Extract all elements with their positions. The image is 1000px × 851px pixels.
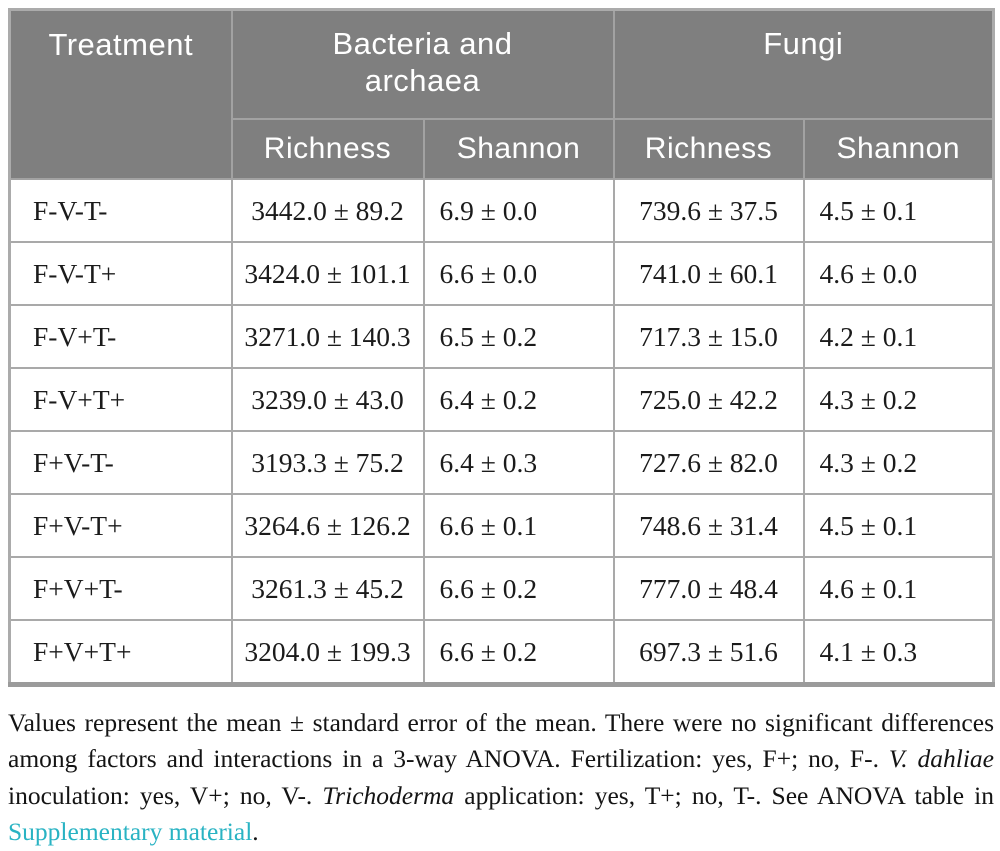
fungi-shannon-cell: 4.1 ± 0.3 bbox=[802, 619, 995, 686]
subheader-fungi-shannon: Shannon bbox=[802, 118, 995, 180]
fungi-richness-cell: 739.6 ± 37.5 bbox=[612, 178, 805, 243]
treatment-cell: F+V-T- bbox=[8, 430, 233, 495]
fungi-shannon-cell: 4.5 ± 0.1 bbox=[802, 493, 995, 558]
bacteria-shannon-cell: 6.6 ± 0.2 bbox=[422, 556, 615, 621]
fungi-shannon-cell: 4.6 ± 0.0 bbox=[802, 241, 995, 306]
bacteria-shannon-cell: 6.6 ± 0.2 bbox=[422, 619, 615, 686]
fungi-shannon-cell: 4.5 ± 0.1 bbox=[802, 178, 995, 243]
footnote-text: inoculation: yes, V+; no, V-. bbox=[8, 780, 323, 810]
bacteria-richness-cell: 3261.3 ± 45.2 bbox=[230, 556, 425, 621]
treatment-diversity-table: Treatment Bacteria and archaea Fungi Ric… bbox=[8, 8, 996, 687]
header-fungi: Fungi bbox=[612, 8, 995, 120]
table-row: F-V-T+ 3424.0 ± 101.1 6.6 ± 0.0 741.0 ± … bbox=[8, 241, 995, 306]
bacteria-richness-cell: 3442.0 ± 89.2 bbox=[230, 178, 425, 243]
fungi-shannon-cell: 4.3 ± 0.2 bbox=[802, 367, 995, 432]
table-row: F-V-T- 3442.0 ± 89.2 6.9 ± 0.0 739.6 ± 3… bbox=[8, 178, 995, 243]
fungi-richness-cell: 748.6 ± 31.4 bbox=[612, 493, 805, 558]
table-row: F+V+T- 3261.3 ± 45.2 6.6 ± 0.2 777.0 ± 4… bbox=[8, 556, 995, 621]
fungi-shannon-cell: 4.3 ± 0.2 bbox=[802, 430, 995, 495]
bacteria-richness-cell: 3271.0 ± 140.3 bbox=[230, 304, 425, 369]
table-row: F-V+T- 3271.0 ± 140.3 6.5 ± 0.2 717.3 ± … bbox=[8, 304, 995, 369]
supplementary-material-link[interactable]: Supplementary material bbox=[8, 817, 253, 847]
fungi-richness-cell: 717.3 ± 15.0 bbox=[612, 304, 805, 369]
treatment-cell: F+V+T- bbox=[8, 556, 233, 621]
fungi-richness-cell: 725.0 ± 42.2 bbox=[612, 367, 805, 432]
footnote-text: Values represent the mean ± standard err… bbox=[8, 708, 994, 774]
fungi-shannon-cell: 4.2 ± 0.1 bbox=[802, 304, 995, 369]
treatment-cell: F-V-T+ bbox=[8, 241, 233, 306]
treatment-cell: F+V-T+ bbox=[8, 493, 233, 558]
footnote-italic-trichoderma: Trichoderma bbox=[322, 780, 455, 810]
header-bacteria-archaea-label: Bacteria and archaea bbox=[332, 26, 513, 99]
bacteria-richness-cell: 3239.0 ± 43.0 bbox=[230, 367, 425, 432]
subheader-bacteria-shannon: Shannon bbox=[422, 118, 615, 180]
header-fungi-label: Fungi bbox=[763, 26, 844, 61]
bacteria-richness-cell: 3204.0 ± 199.3 bbox=[230, 619, 425, 686]
bacteria-richness-cell: 3424.0 ± 101.1 bbox=[230, 241, 425, 306]
table-row: F+V+T+ 3204.0 ± 199.3 6.6 ± 0.2 697.3 ± … bbox=[8, 619, 995, 686]
bacteria-richness-cell: 3193.3 ± 75.2 bbox=[230, 430, 425, 495]
treatment-cell: F-V+T- bbox=[8, 304, 233, 369]
footnote-italic-v-dahliae: V. dahliae bbox=[888, 744, 995, 774]
fungi-richness-cell: 741.0 ± 60.1 bbox=[612, 241, 805, 306]
header-bacteria-archaea: Bacteria and archaea bbox=[230, 8, 615, 120]
table-footnote: Values represent the mean ± standard err… bbox=[8, 705, 994, 851]
footnote-text: . bbox=[252, 817, 259, 847]
table-header: Treatment Bacteria and archaea Fungi Ric… bbox=[8, 8, 995, 180]
fungi-richness-cell: 777.0 ± 48.4 bbox=[612, 556, 805, 621]
footnote-text: application: yes, T+; no, T-. See ANOVA … bbox=[454, 780, 995, 810]
header-treatment: Treatment bbox=[8, 8, 233, 180]
treatment-cell: F-V-T- bbox=[8, 178, 233, 243]
bacteria-richness-cell: 3264.6 ± 126.2 bbox=[230, 493, 425, 558]
subheader-bacteria-richness: Richness bbox=[230, 118, 425, 180]
bacteria-shannon-cell: 6.4 ± 0.3 bbox=[422, 430, 615, 495]
table-body: F-V-T- 3442.0 ± 89.2 6.9 ± 0.0 739.6 ± 3… bbox=[8, 178, 995, 686]
subheader-fungi-richness: Richness bbox=[612, 118, 805, 180]
treatment-cell: F-V+T+ bbox=[8, 367, 233, 432]
fungi-shannon-cell: 4.6 ± 0.1 bbox=[802, 556, 995, 621]
treatment-cell: F+V+T+ bbox=[8, 619, 233, 686]
bacteria-shannon-cell: 6.6 ± 0.0 bbox=[422, 241, 615, 306]
table-row: F+V-T+ 3264.6 ± 126.2 6.6 ± 0.1 748.6 ± … bbox=[8, 493, 995, 558]
table-row: F-V+T+ 3239.0 ± 43.0 6.4 ± 0.2 725.0 ± 4… bbox=[8, 367, 995, 432]
bacteria-shannon-cell: 6.6 ± 0.1 bbox=[422, 493, 615, 558]
bacteria-shannon-cell: 6.5 ± 0.2 bbox=[422, 304, 615, 369]
bacteria-shannon-cell: 6.9 ± 0.0 bbox=[422, 178, 615, 243]
fungi-richness-cell: 697.3 ± 51.6 bbox=[612, 619, 805, 686]
table-row: F+V-T- 3193.3 ± 75.2 6.4 ± 0.3 727.6 ± 8… bbox=[8, 430, 995, 495]
bacteria-shannon-cell: 6.4 ± 0.2 bbox=[422, 367, 615, 432]
fungi-richness-cell: 727.6 ± 82.0 bbox=[612, 430, 805, 495]
